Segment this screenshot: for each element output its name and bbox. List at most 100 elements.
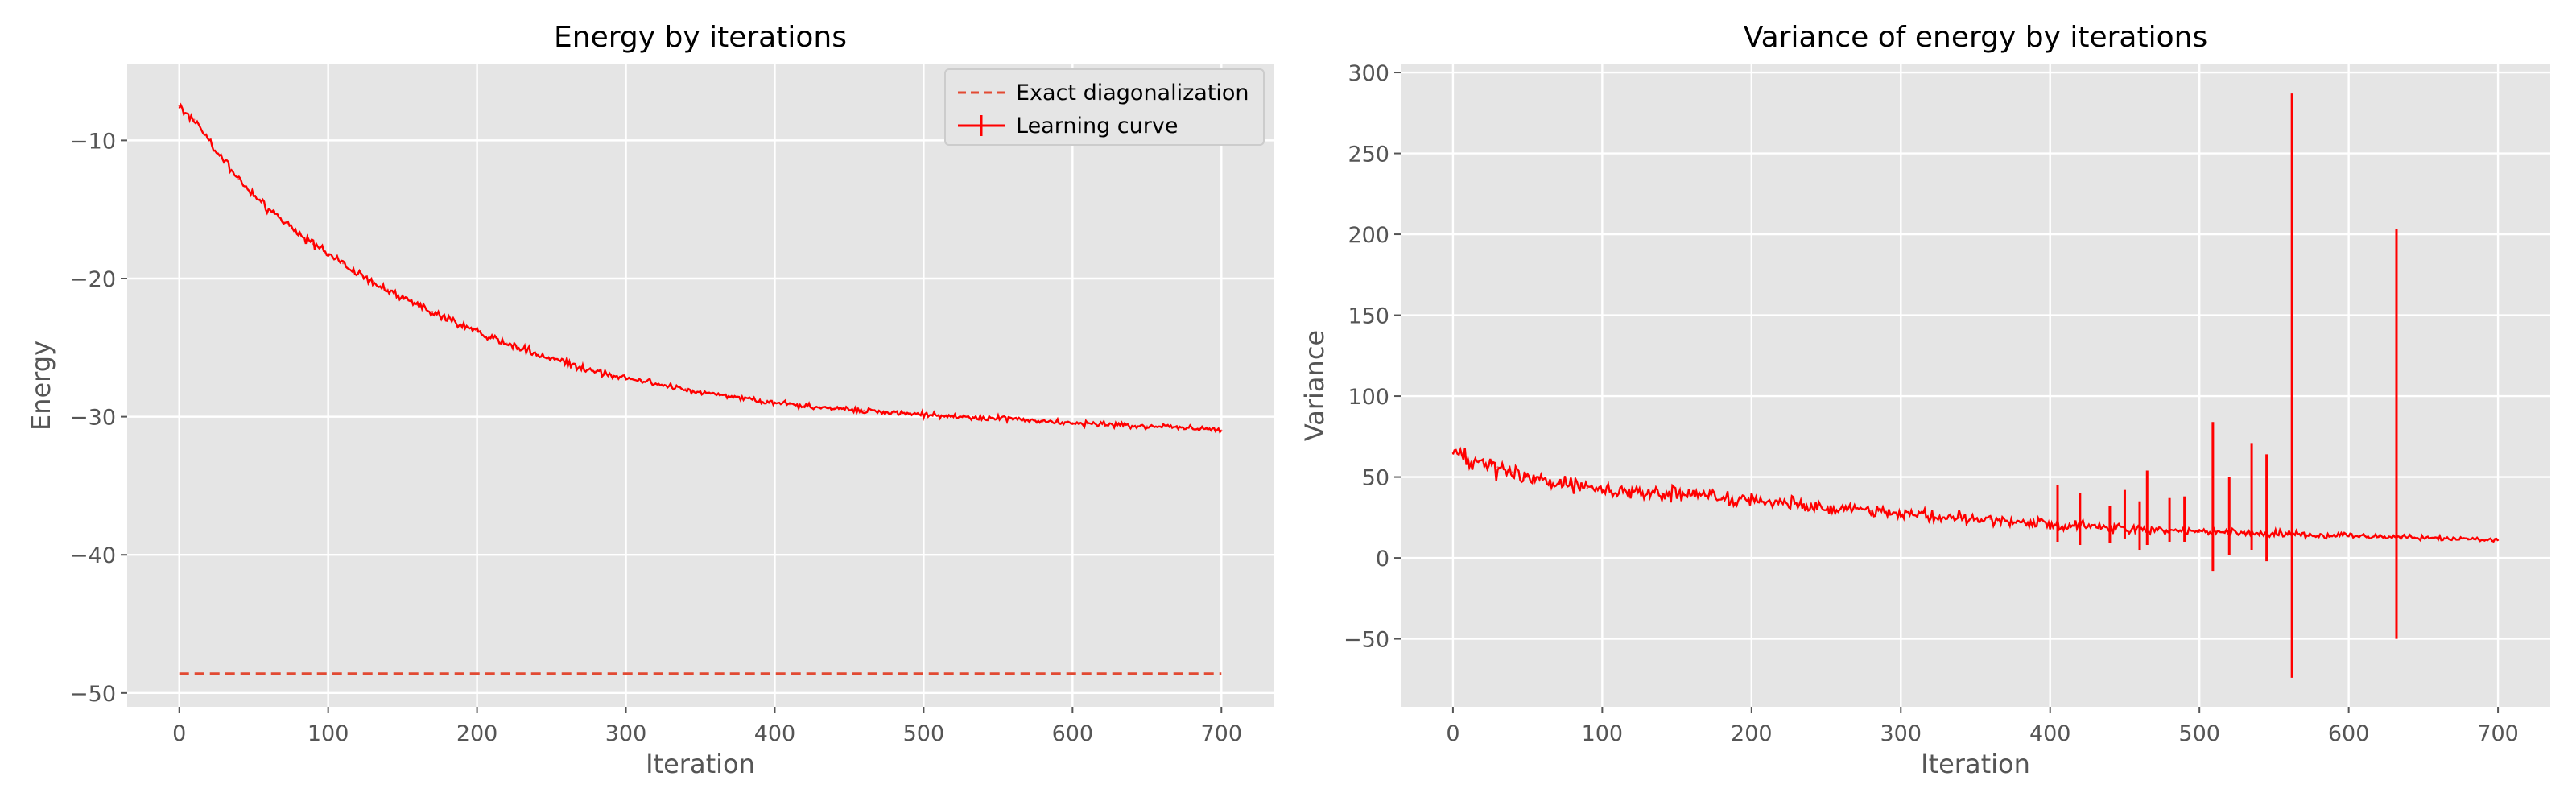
data-point [625, 377, 627, 379]
x-tick-label: 400 [754, 721, 796, 746]
data-point [833, 407, 836, 410]
data-point [371, 280, 374, 283]
data-point [1086, 422, 1089, 425]
data-point [1631, 490, 1633, 493]
data-point [937, 414, 940, 417]
data-point [2437, 537, 2440, 540]
data-point [327, 252, 329, 255]
data-point [1012, 418, 1014, 421]
data-point [1869, 510, 1872, 512]
data-point [982, 417, 985, 419]
data-point [1839, 508, 1843, 510]
data-point [654, 382, 657, 385]
data-layer [178, 102, 1223, 675]
x-tick-label: 600 [2328, 721, 2370, 746]
x-tick-label: 100 [1582, 721, 1624, 746]
data-point [1526, 476, 1529, 478]
data-point [1661, 492, 1663, 494]
data-point [1205, 427, 1208, 431]
y-tick-label: 150 [1348, 304, 1389, 329]
data-point [729, 396, 732, 398]
data-point [699, 390, 702, 393]
legend-label-learning: Learning curve [1016, 114, 1178, 138]
data-point [401, 296, 404, 299]
data-point [1690, 493, 1693, 496]
data-point [1101, 423, 1104, 426]
data-point [506, 342, 508, 345]
data-layer [1451, 93, 2500, 678]
data-point [2347, 534, 2350, 537]
data-point [863, 409, 865, 412]
chart-title: Variance of energy by iterations [1744, 21, 2207, 54]
x-tick-label: 700 [1200, 721, 1242, 746]
data-point [1220, 429, 1223, 431]
y-tick-label: −30 [70, 406, 116, 431]
data-point [208, 139, 210, 142]
data-point [1131, 424, 1133, 427]
data-point [788, 402, 791, 406]
data-point [550, 357, 553, 360]
data-point [1071, 422, 1074, 424]
data-point [758, 400, 762, 402]
y-tick-label: −50 [1344, 628, 1389, 653]
data-point [237, 178, 240, 180]
data-point [2049, 522, 2051, 526]
data-point [2318, 534, 2320, 537]
y-tick-label: 100 [1348, 385, 1389, 410]
y-tick-label: −40 [70, 543, 116, 568]
data-point [669, 385, 672, 388]
data-point [997, 417, 1000, 420]
data-point [312, 242, 315, 246]
data-point [1959, 516, 1962, 519]
x-tick-label: 100 [308, 721, 349, 746]
y-tick-label: −50 [70, 682, 116, 707]
data-point [1989, 518, 1992, 521]
data-point [774, 402, 776, 404]
x-tick-label: 300 [1880, 721, 1922, 746]
data-point [684, 388, 687, 390]
data-point [1750, 498, 1753, 501]
data-point [1720, 497, 1723, 499]
data-point [1481, 460, 1484, 462]
data-point [2377, 535, 2380, 539]
chart-title: Energy by iterations [554, 21, 847, 54]
data-point [416, 303, 419, 306]
y-axis-label: Variance [1299, 330, 1330, 441]
energy-chart: 0 100 200 300 400 500 600 700 −10 −20 −30 −40 −50 En… [26, 21, 1274, 779]
data-point [1900, 513, 1902, 516]
y-tick-label: 50 [1362, 466, 1389, 491]
data-point [923, 413, 925, 416]
data-point [446, 317, 448, 320]
x-tick-label: 300 [605, 721, 647, 746]
data-point [267, 208, 270, 211]
data-point [1930, 514, 1932, 518]
x-tick-label: 200 [1731, 721, 1773, 746]
data-point [580, 365, 583, 369]
y-tick-label: 300 [1348, 61, 1389, 86]
series-line-variance [1451, 446, 2500, 543]
data-point [431, 310, 434, 313]
data-point [848, 408, 851, 411]
data-point [357, 271, 359, 275]
y-tick-label: −20 [70, 267, 116, 292]
x-tick-label: 600 [1052, 721, 1094, 746]
data-point [1191, 427, 1193, 430]
x-tick-label: 500 [2178, 721, 2220, 746]
data-point [609, 374, 613, 377]
data-point [193, 118, 196, 121]
data-point [565, 361, 568, 364]
y-tick-label: 200 [1348, 223, 1389, 248]
data-point [535, 353, 538, 356]
data-point [386, 288, 389, 291]
data-point [1511, 471, 1514, 473]
x-tick-label: 400 [2029, 721, 2071, 746]
data-point [595, 369, 597, 373]
x-axis-label: Iteration [1921, 749, 2030, 779]
data-point [2407, 535, 2410, 539]
x-tick-label: 0 [1446, 721, 1459, 746]
data-point [341, 262, 345, 265]
data-point [1175, 427, 1178, 429]
data-point [476, 330, 478, 332]
data-point [877, 410, 881, 412]
data-point [1571, 485, 1574, 488]
